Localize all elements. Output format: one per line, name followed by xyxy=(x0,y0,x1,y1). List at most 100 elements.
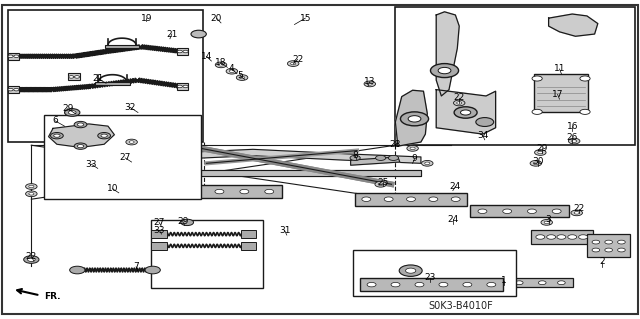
Circle shape xyxy=(126,139,138,145)
Bar xyxy=(44,115,200,199)
Text: 23: 23 xyxy=(424,273,436,282)
Circle shape xyxy=(190,189,199,194)
Circle shape xyxy=(77,145,84,148)
Circle shape xyxy=(364,81,376,87)
Text: 25: 25 xyxy=(377,178,388,187)
Bar xyxy=(396,7,635,145)
Text: 11: 11 xyxy=(554,64,565,73)
Bar xyxy=(95,82,130,85)
Text: 21: 21 xyxy=(92,74,104,83)
Circle shape xyxy=(180,219,193,226)
Circle shape xyxy=(515,281,523,285)
Circle shape xyxy=(68,76,74,78)
Circle shape xyxy=(240,189,249,194)
Bar xyxy=(8,53,19,60)
Text: 22: 22 xyxy=(26,252,37,261)
Circle shape xyxy=(579,235,588,239)
Text: 22: 22 xyxy=(454,93,465,102)
Circle shape xyxy=(26,184,37,189)
Circle shape xyxy=(74,122,87,128)
Bar xyxy=(177,48,188,55)
Text: 30: 30 xyxy=(532,157,544,166)
Bar xyxy=(531,230,593,244)
Circle shape xyxy=(29,193,34,195)
Circle shape xyxy=(580,109,590,115)
Circle shape xyxy=(384,197,393,201)
Circle shape xyxy=(378,183,383,186)
Circle shape xyxy=(265,189,274,194)
Circle shape xyxy=(8,88,13,91)
Circle shape xyxy=(415,282,424,287)
Circle shape xyxy=(101,134,108,137)
Circle shape xyxy=(408,116,421,122)
Text: 1: 1 xyxy=(501,276,507,285)
Bar xyxy=(587,234,630,257)
Circle shape xyxy=(98,132,111,139)
Circle shape xyxy=(388,155,399,160)
Circle shape xyxy=(503,209,511,213)
Bar xyxy=(68,73,80,80)
Circle shape xyxy=(571,210,582,216)
Polygon shape xyxy=(138,142,178,177)
Bar xyxy=(470,205,569,217)
Circle shape xyxy=(26,191,37,197)
Circle shape xyxy=(229,70,234,72)
Text: 15: 15 xyxy=(300,14,311,23)
Polygon shape xyxy=(147,170,421,176)
Circle shape xyxy=(572,140,577,142)
Polygon shape xyxy=(548,14,598,36)
Text: 3: 3 xyxy=(546,215,552,224)
Circle shape xyxy=(29,185,34,188)
Circle shape xyxy=(191,30,206,38)
Circle shape xyxy=(532,76,542,81)
Bar xyxy=(157,185,282,198)
Bar xyxy=(241,230,256,238)
Circle shape xyxy=(483,281,491,285)
Circle shape xyxy=(65,109,80,116)
Circle shape xyxy=(376,155,386,160)
Circle shape xyxy=(429,197,438,201)
Circle shape xyxy=(493,281,501,285)
Circle shape xyxy=(557,281,565,285)
Text: 19: 19 xyxy=(141,14,152,23)
Text: 18: 18 xyxy=(215,58,227,67)
Circle shape xyxy=(239,76,244,79)
Circle shape xyxy=(547,235,556,239)
Circle shape xyxy=(461,110,470,115)
Bar xyxy=(8,86,19,93)
Circle shape xyxy=(236,75,248,80)
Circle shape xyxy=(8,55,13,57)
Polygon shape xyxy=(351,157,400,165)
Text: 10: 10 xyxy=(107,184,118,193)
Circle shape xyxy=(215,189,224,194)
Text: 4: 4 xyxy=(229,64,235,73)
Circle shape xyxy=(618,240,625,244)
Circle shape xyxy=(407,145,419,151)
Circle shape xyxy=(291,62,296,65)
Circle shape xyxy=(51,132,63,139)
Circle shape xyxy=(552,209,561,213)
Text: 31: 31 xyxy=(279,226,291,235)
Bar xyxy=(151,220,262,288)
Circle shape xyxy=(375,182,387,187)
Circle shape xyxy=(367,83,372,85)
Text: 13: 13 xyxy=(364,77,376,86)
Text: FR.: FR. xyxy=(44,292,61,300)
Text: 22: 22 xyxy=(573,204,584,213)
Circle shape xyxy=(367,282,376,287)
Circle shape xyxy=(431,63,459,78)
Circle shape xyxy=(226,68,237,74)
Circle shape xyxy=(544,221,549,224)
Text: 22: 22 xyxy=(292,55,303,64)
Bar xyxy=(534,74,588,113)
Circle shape xyxy=(439,282,448,287)
Circle shape xyxy=(476,118,493,126)
Circle shape xyxy=(28,258,35,262)
Circle shape xyxy=(580,76,590,81)
Circle shape xyxy=(454,107,477,118)
Bar xyxy=(105,45,140,48)
Polygon shape xyxy=(436,12,460,96)
Text: S0K3-B4010F: S0K3-B4010F xyxy=(429,301,493,311)
Circle shape xyxy=(218,63,223,66)
Bar xyxy=(478,278,573,287)
